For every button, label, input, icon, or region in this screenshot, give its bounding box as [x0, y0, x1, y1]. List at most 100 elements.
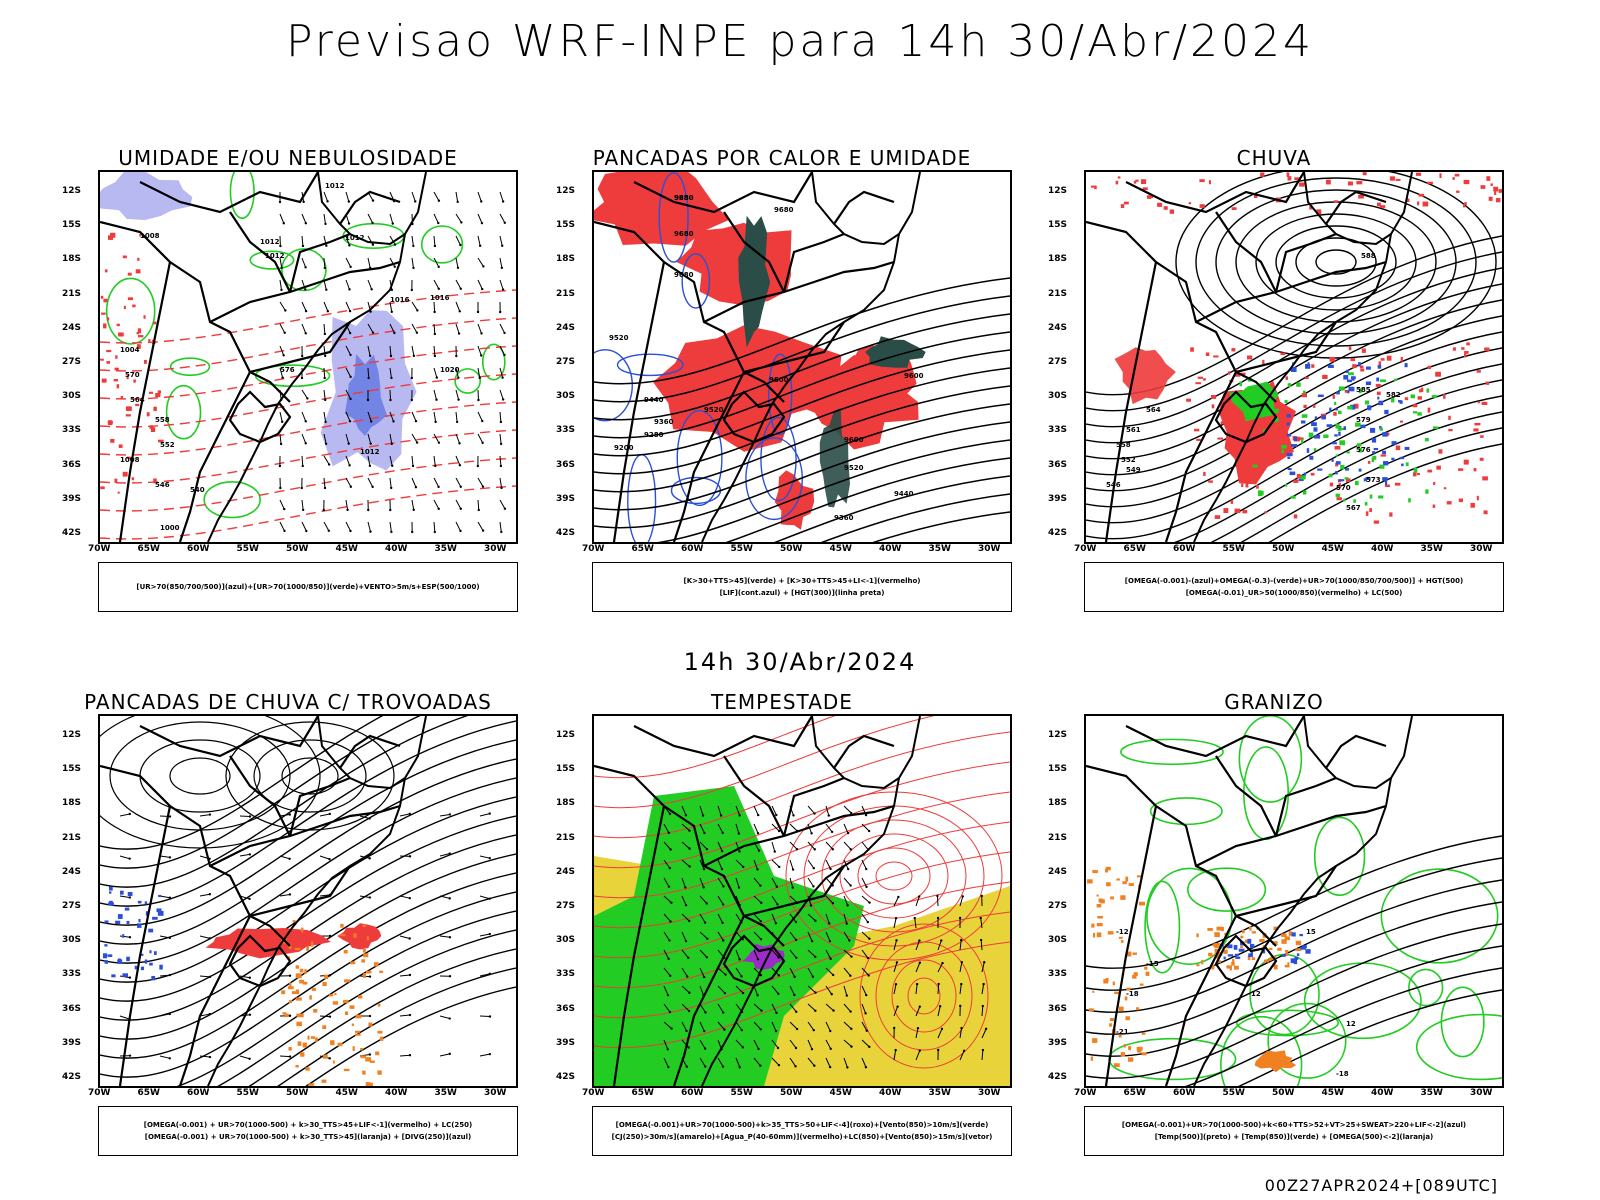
lon-tick-label: 35W	[434, 1088, 457, 1098]
wind-vector-head	[325, 244, 328, 247]
wind-vector	[399, 1014, 411, 1017]
omega-marker	[1426, 388, 1430, 393]
wind-vector	[981, 1049, 984, 1061]
thickness-marker	[137, 257, 140, 261]
contour-line	[100, 853, 516, 1040]
omega-marker	[1104, 868, 1109, 873]
wind-vector-head	[941, 961, 944, 965]
wind-vector	[699, 1003, 706, 1013]
wind-vector	[681, 895, 687, 906]
thickness-marker	[135, 403, 140, 407]
wind-vector-head	[720, 867, 724, 871]
wind-vector-head	[288, 1055, 292, 1058]
omega-marker	[1118, 1006, 1124, 1012]
divergence-marker	[126, 920, 130, 924]
wind-vector	[753, 805, 759, 816]
wind-vector-head	[459, 507, 462, 510]
storm-marker	[288, 944, 292, 949]
wind-vector	[477, 345, 482, 356]
map-granizo: -12 -15 -18 -21 12 15 12 -18	[1084, 714, 1504, 1088]
wind-vector-head	[248, 1057, 251, 1060]
wind-vector	[159, 1055, 170, 1059]
contour-line	[100, 429, 516, 484]
storm-marker	[308, 1083, 315, 1086]
divergence-marker	[137, 923, 142, 928]
thickness-marker	[126, 456, 131, 459]
contour-line	[594, 313, 1010, 421]
temp-850-contour	[1303, 962, 1422, 1040]
wind-vector-head	[719, 814, 723, 817]
humidity-contour	[281, 248, 327, 292]
rain-marker	[1147, 195, 1152, 199]
rain-marker	[1208, 480, 1213, 483]
contour-label: -21	[1116, 1028, 1129, 1036]
rain-marker	[1309, 205, 1313, 210]
lon-tick-label: 55W	[1222, 544, 1245, 554]
thickness-marker	[155, 393, 161, 398]
wind-vector	[479, 973, 490, 977]
wind-vector-head	[831, 973, 835, 977]
wind-vector-head	[282, 222, 285, 225]
contour-label: -18	[1126, 990, 1139, 998]
wind-vector-head	[300, 376, 304, 380]
wind-vector	[699, 1039, 706, 1049]
omega-marker	[1105, 866, 1111, 871]
thickness-marker	[122, 255, 127, 259]
border-line	[612, 805, 666, 1086]
rain-marker	[1194, 428, 1200, 432]
storm-marker	[354, 1030, 361, 1033]
rain-marker	[1344, 389, 1349, 393]
wind-vector-head	[686, 975, 689, 978]
wind-vector	[477, 499, 480, 511]
omega-marker	[1145, 971, 1150, 976]
lat-tick-label: 12S	[1048, 186, 1068, 196]
wind-vector	[699, 967, 705, 978]
thickness-marker	[120, 395, 124, 400]
omega-marker	[1317, 394, 1324, 398]
border-line	[703, 260, 895, 323]
wind-vector-head	[448, 936, 452, 939]
wind-vector-head	[488, 812, 491, 815]
wind-vector	[771, 859, 780, 868]
border-line	[633, 172, 813, 214]
wind-vector-head	[737, 886, 741, 889]
rain-marker	[1259, 417, 1264, 422]
wind-vector-head	[984, 1027, 988, 1031]
contour-line	[1086, 267, 1502, 428]
wind-vector	[301, 301, 307, 312]
lon-tick-label: 65W	[137, 1088, 160, 1098]
wind-vector-head	[831, 901, 835, 905]
wind-vector	[279, 521, 285, 532]
contour-line	[1268, 443, 1502, 542]
lon-tick-label: 60W	[1173, 1088, 1196, 1098]
wind-vector-head	[760, 901, 763, 905]
wind-vector-head	[248, 815, 252, 818]
omega-marker	[1425, 437, 1429, 442]
wind-vector-head	[327, 463, 331, 466]
wind-vector-head	[458, 442, 461, 445]
wind-vector-head	[390, 442, 393, 446]
wind-vector	[479, 933, 490, 937]
omega-marker	[1379, 426, 1382, 429]
hail-marker	[1262, 949, 1266, 954]
rain-marker	[1415, 172, 1422, 176]
legend-line: [OMEGA(-0.001)+UR>70(1000-500)+k<60+TTS>…	[1121, 1121, 1467, 1129]
wind-vector	[323, 367, 326, 379]
wind-vector-head	[390, 310, 393, 314]
wind-vector-head	[981, 1004, 984, 1008]
wind-vector	[843, 913, 848, 924]
contour-label: 549	[1126, 466, 1141, 474]
wind-vector-head	[349, 529, 352, 533]
lon-tick-label: 70W	[582, 544, 605, 554]
wind-vector	[319, 855, 330, 860]
omega-marker	[1309, 455, 1314, 460]
wind-vector-head	[280, 420, 284, 423]
contour-line	[594, 277, 1010, 385]
wind-vector-head	[301, 244, 305, 248]
wind-vector-head	[412, 244, 415, 248]
wind-vector	[389, 477, 392, 488]
border-line	[1086, 220, 1277, 403]
storm-marker	[296, 1013, 300, 1017]
contour-line	[594, 716, 836, 779]
omega-marker	[1229, 965, 1232, 971]
